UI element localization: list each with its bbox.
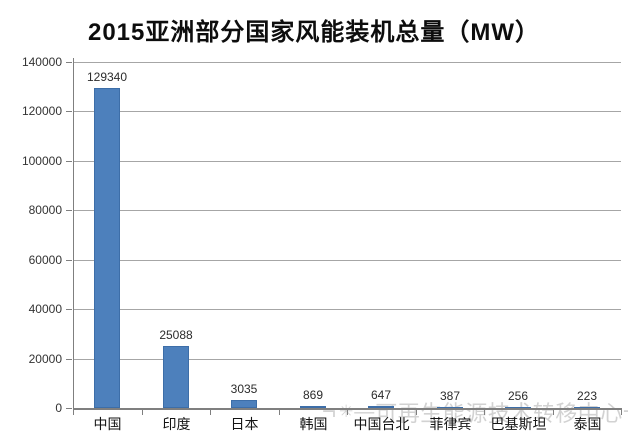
gridline <box>73 210 621 211</box>
x-axis-category-label: 中国台北 <box>353 416 410 432</box>
bar-value-label: 25088 <box>159 328 193 342</box>
x-axis-tick <box>621 410 622 415</box>
chart-title: 2015亚洲部分国家风能装机总量（MW） <box>87 19 541 46</box>
y-axis-tick <box>66 260 72 261</box>
watermark-right-line: ¬ <box>623 400 628 424</box>
bar-value-label: 3035 <box>230 382 258 396</box>
x-axis-category-label: 中国 <box>93 416 122 432</box>
x-axis-category-label: 菲律宾 <box>429 416 472 432</box>
x-axis-tick <box>210 410 211 415</box>
x-axis-tick <box>142 410 143 415</box>
y-axis-line <box>73 58 74 408</box>
x-axis-tick <box>484 410 485 415</box>
y-axis-tick <box>66 111 72 112</box>
gridline <box>73 260 621 261</box>
x-axis-tick <box>553 410 554 415</box>
x-axis-category-label: 韩国 <box>299 416 328 432</box>
y-axis-tick-label: 80000 <box>28 203 62 217</box>
y-axis-tick <box>66 161 72 162</box>
bar-value-label: 223 <box>576 389 598 403</box>
x-axis-tick <box>416 410 417 415</box>
y-axis-tick-label: 120000 <box>21 104 62 118</box>
gridline <box>73 111 621 112</box>
y-axis-tick-label: 140000 <box>21 55 62 69</box>
bar <box>300 406 326 408</box>
bar <box>505 407 531 408</box>
bar-value-label: 256 <box>507 389 529 403</box>
bar <box>437 407 463 408</box>
bar <box>368 406 394 408</box>
bar-value-label: 647 <box>370 388 392 402</box>
y-axis-tick <box>66 309 72 310</box>
y-axis-tick-label: 60000 <box>28 253 62 267</box>
gridline <box>73 161 621 162</box>
y-axis-tick-label: 0 <box>55 401 62 415</box>
bar-value-label: 129340 <box>86 70 128 84</box>
gridline <box>73 359 621 360</box>
y-axis-tick <box>66 408 72 409</box>
bar-value-label: 869 <box>302 388 324 402</box>
bar <box>231 400 257 408</box>
bar <box>574 407 600 408</box>
x-axis-category-label: 印度 <box>162 416 191 432</box>
x-axis-tick <box>347 410 348 415</box>
x-axis-category-label: 日本 <box>230 416 259 432</box>
x-axis-line <box>73 408 622 410</box>
bar <box>163 346 189 408</box>
x-axis-tick <box>73 410 74 415</box>
bar <box>94 88 120 408</box>
y-axis-tick-label: 20000 <box>28 352 62 366</box>
x-axis-category-label: 巴基斯坦 <box>490 416 547 432</box>
y-axis-tick <box>66 359 72 360</box>
x-axis-tick <box>279 410 280 415</box>
y-axis-tick-label: 40000 <box>28 302 62 316</box>
x-axis-category-label: 泰国 <box>573 416 602 432</box>
y-axis-tick-label: 100000 <box>21 154 62 168</box>
y-axis-tick <box>66 62 72 63</box>
y-axis-tick <box>66 210 72 211</box>
bar-value-label: 387 <box>439 389 461 403</box>
gridline <box>73 309 621 310</box>
gridline <box>73 62 621 63</box>
